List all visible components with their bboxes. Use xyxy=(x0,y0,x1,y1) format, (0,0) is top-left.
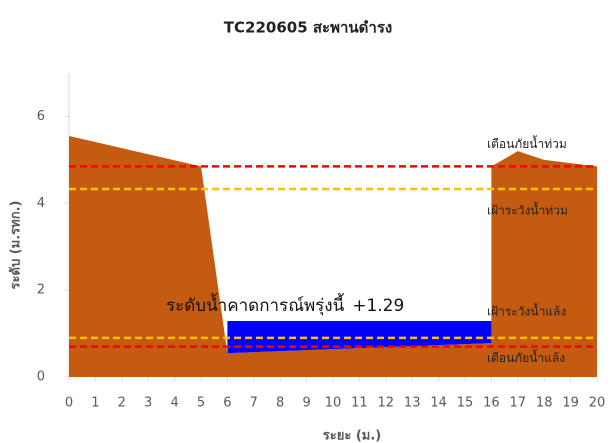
x-tick-label: 7 xyxy=(250,396,258,411)
y-tick-label: 0 xyxy=(37,370,45,385)
x-tick-label: 9 xyxy=(302,396,310,411)
threshold-label: เตือนภัยน้ำแล้ง xyxy=(487,349,565,365)
x-axis-title: ระยะ (ม.) xyxy=(323,429,381,443)
x-tick-label: 3 xyxy=(144,396,152,411)
x-tick-label: 6 xyxy=(223,396,231,411)
x-tick-label: 5 xyxy=(197,396,205,411)
y-tick-label: 6 xyxy=(37,109,45,124)
x-tick-label: 19 xyxy=(562,396,579,411)
x-tick-label: 0 xyxy=(65,396,73,411)
y-axis-title: ระดับ (ม.รทก.) xyxy=(9,201,24,290)
x-tick-label: 1 xyxy=(91,396,99,411)
x-tick-label: 17 xyxy=(510,396,527,411)
chart-title: TC220605 สะพานดำรง xyxy=(224,19,392,37)
x-tick-label: 8 xyxy=(276,396,284,411)
water-label: ระดับน้ำคาดการณ์พรุ่งนี้ +1.29 xyxy=(166,293,404,316)
y-tick-label: 4 xyxy=(37,196,45,211)
x-tick-label: 13 xyxy=(404,396,421,411)
x-tick-label: 10 xyxy=(325,396,342,411)
x-tick-label: 11 xyxy=(351,396,368,411)
water-value-label: +1.29 xyxy=(352,296,404,316)
x-tick-label: 18 xyxy=(536,396,553,411)
y-tick-label: 2 xyxy=(37,283,45,298)
x-tick-label: 4 xyxy=(170,396,178,411)
x-tick-label: 2 xyxy=(118,396,126,411)
threshold-label: เตือนภัยน้ำท่วม xyxy=(487,135,567,151)
threshold-label: เฝ้าระวังน้ำแล้ง xyxy=(487,302,566,318)
threshold-label: เฝ้าระวังน้ำท่วม xyxy=(487,201,568,217)
x-tick-label: 20 xyxy=(589,396,606,411)
ground-area xyxy=(69,135,597,377)
x-tick-label: 16 xyxy=(483,396,500,411)
water-label-text: ระดับน้ำคาดการณ์พรุ่งนี้ xyxy=(166,293,345,316)
x-tick-label: 12 xyxy=(378,396,395,411)
x-tick-label: 14 xyxy=(430,396,447,411)
x-tick-label: 15 xyxy=(457,396,474,411)
